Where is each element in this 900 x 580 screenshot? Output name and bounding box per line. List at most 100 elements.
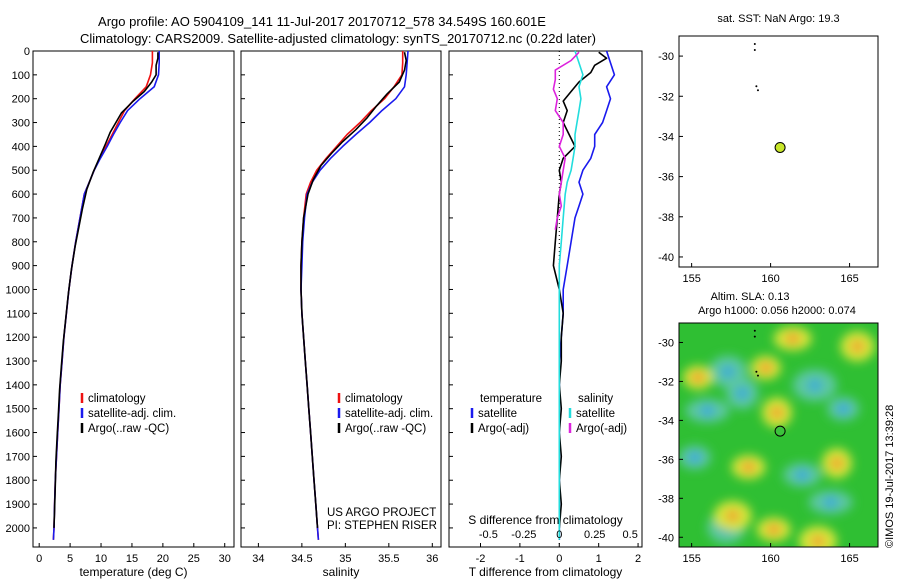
- sla-map-panel: -30 -32 -34 -36 -38 -40 155 160 165 Altim. SLA: 0…: [658, 291, 879, 565]
- imos-timestamp: ©IMOS 19-Jul-2017 13:39:28: [884, 405, 896, 548]
- figure-title-line2: Climatology: CARS2009. Satellite-adjuste…: [80, 31, 596, 46]
- temperature-x-axis-label: temperature (deg C): [79, 565, 187, 579]
- y-tick-label: 1300: [6, 356, 30, 368]
- sla-low-core: [795, 468, 810, 481]
- x-tick-label: 20: [157, 553, 169, 565]
- sla-high-core: [829, 457, 844, 470]
- series-salinity-satellite: [558, 50, 584, 540]
- legend-label: Argo(..raw -QC): [88, 423, 169, 435]
- legend-label: satellite: [478, 408, 517, 420]
- y-tick-label: -32: [658, 376, 674, 388]
- x-tick-label: 0: [556, 553, 562, 565]
- x-tick-label: 2: [635, 553, 641, 565]
- y-tick-label: -30: [658, 51, 674, 63]
- legend-label: Argo(-adj): [576, 423, 627, 435]
- legend-label: Argo(..raw -QC): [345, 423, 426, 435]
- y-tick-label: 1500: [6, 404, 30, 416]
- x-tick-label: 10: [95, 553, 107, 565]
- x-tick-label: 1: [596, 553, 602, 565]
- y-tick-label: 2000: [6, 523, 30, 535]
- sla-high-core: [769, 406, 784, 419]
- secondary-tick-label: 0.5: [623, 529, 638, 541]
- difference-x-axis-label: T difference from climatology: [469, 565, 623, 579]
- legend-group-heading: temperature: [480, 393, 542, 405]
- y-tick-label: 1000: [6, 284, 30, 296]
- series-argo-raw-qc: [300, 52, 408, 528]
- x-tick-label: 5: [67, 553, 73, 565]
- map-frame: [678, 35, 879, 268]
- legend-label: climatology: [345, 393, 403, 405]
- salinity-plot-frame: [240, 50, 442, 548]
- y-tick-label: -36: [658, 454, 674, 466]
- y-tick-label: 400: [12, 141, 30, 153]
- y-tick-label: 0: [24, 46, 30, 58]
- x-tick-label: 160: [761, 553, 779, 565]
- y-tick-label: 300: [12, 118, 30, 130]
- difference-top-axis-label: S difference from climatology: [468, 513, 623, 527]
- sla-low-core: [735, 387, 750, 400]
- y-tick-label: 1800: [6, 475, 30, 487]
- y-tick-label: 1200: [6, 332, 30, 344]
- sla-low-core: [720, 365, 735, 378]
- map-frame: [678, 322, 879, 548]
- y-tick-label: 200: [12, 94, 30, 106]
- y-tick-label: 700: [12, 213, 30, 225]
- y-tick-label: -40: [658, 252, 674, 264]
- x-tick-label: 15: [126, 553, 138, 565]
- sla-heatmap: [679, 323, 878, 547]
- difference-panel: -2 -1 0 1 2 T difference from climatology S di…: [448, 50, 643, 579]
- pi-annotation: PI: STEPHEN RISER: [327, 520, 437, 532]
- island-dot: [756, 89, 759, 92]
- x-tick-label: 155: [682, 273, 700, 285]
- temperature-plot-frame: [32, 50, 235, 548]
- project-annotation: US ARGO PROJECT: [327, 507, 436, 519]
- sla-high-core: [690, 371, 705, 384]
- legend-label: climatology: [88, 393, 146, 405]
- sla-low-core: [700, 404, 715, 417]
- legend-label: Argo(-adj): [478, 423, 529, 435]
- y-tick-label: 500: [12, 165, 30, 177]
- x-tick-label: 30: [219, 553, 231, 565]
- x-tick-label: 35.5: [378, 553, 399, 565]
- x-tick-label: 34: [252, 553, 264, 565]
- x-tick-label: 36: [426, 553, 438, 565]
- sla-map-subtitle: Argo h1000: 0.056 h2000: 0.074: [698, 305, 856, 317]
- difference-plot-frame: [448, 50, 643, 548]
- sst-map-title: sat. SST: NaN Argo: 19.3: [717, 13, 839, 25]
- y-tick-label: 900: [12, 261, 30, 273]
- secondary-tick-label: -0.25: [511, 529, 536, 541]
- x-tick-label: 155: [682, 553, 700, 565]
- series-salinity-argo-adj: [552, 51, 580, 230]
- x-tick-label: 0: [36, 553, 42, 565]
- x-tick-label: 165: [840, 553, 858, 565]
- y-tick-label: 1900: [6, 499, 30, 511]
- island-dot: [755, 370, 758, 373]
- series-argo-raw-qc: [53, 52, 159, 528]
- y-tick-label: 600: [12, 189, 30, 201]
- y-tick-label: -36: [658, 172, 674, 184]
- y-tick-label: 1700: [6, 451, 30, 463]
- y-tick-label: -34: [658, 131, 674, 143]
- x-tick-label: -2: [476, 553, 486, 565]
- y-tick-label: 100: [12, 70, 30, 82]
- y-tick-label: -34: [658, 415, 674, 427]
- salinity-x-axis-label: salinity: [323, 565, 360, 579]
- y-tick-label: -32: [658, 91, 674, 103]
- island-dot: [753, 329, 756, 332]
- x-tick-label: 34.5: [291, 553, 312, 565]
- y-tick-label: 1600: [6, 428, 30, 440]
- sla-anomalies: [679, 326, 875, 547]
- argo-float-marker: [774, 141, 786, 153]
- sla-high-core: [766, 523, 781, 536]
- sla-high-core: [785, 332, 800, 345]
- temperature-panel: 0100200300400500600700800900100011001200…: [6, 46, 235, 579]
- sla-low-core: [687, 451, 702, 464]
- argo-float-marker: [774, 425, 786, 437]
- sla-high-core: [741, 461, 756, 474]
- legend-group-heading: salinity: [578, 393, 613, 405]
- sla-high-core: [758, 361, 773, 374]
- legend-label: satellite-adj. clim.: [345, 408, 433, 420]
- sla-low-core: [836, 402, 851, 415]
- x-tick-label: -1: [515, 553, 525, 565]
